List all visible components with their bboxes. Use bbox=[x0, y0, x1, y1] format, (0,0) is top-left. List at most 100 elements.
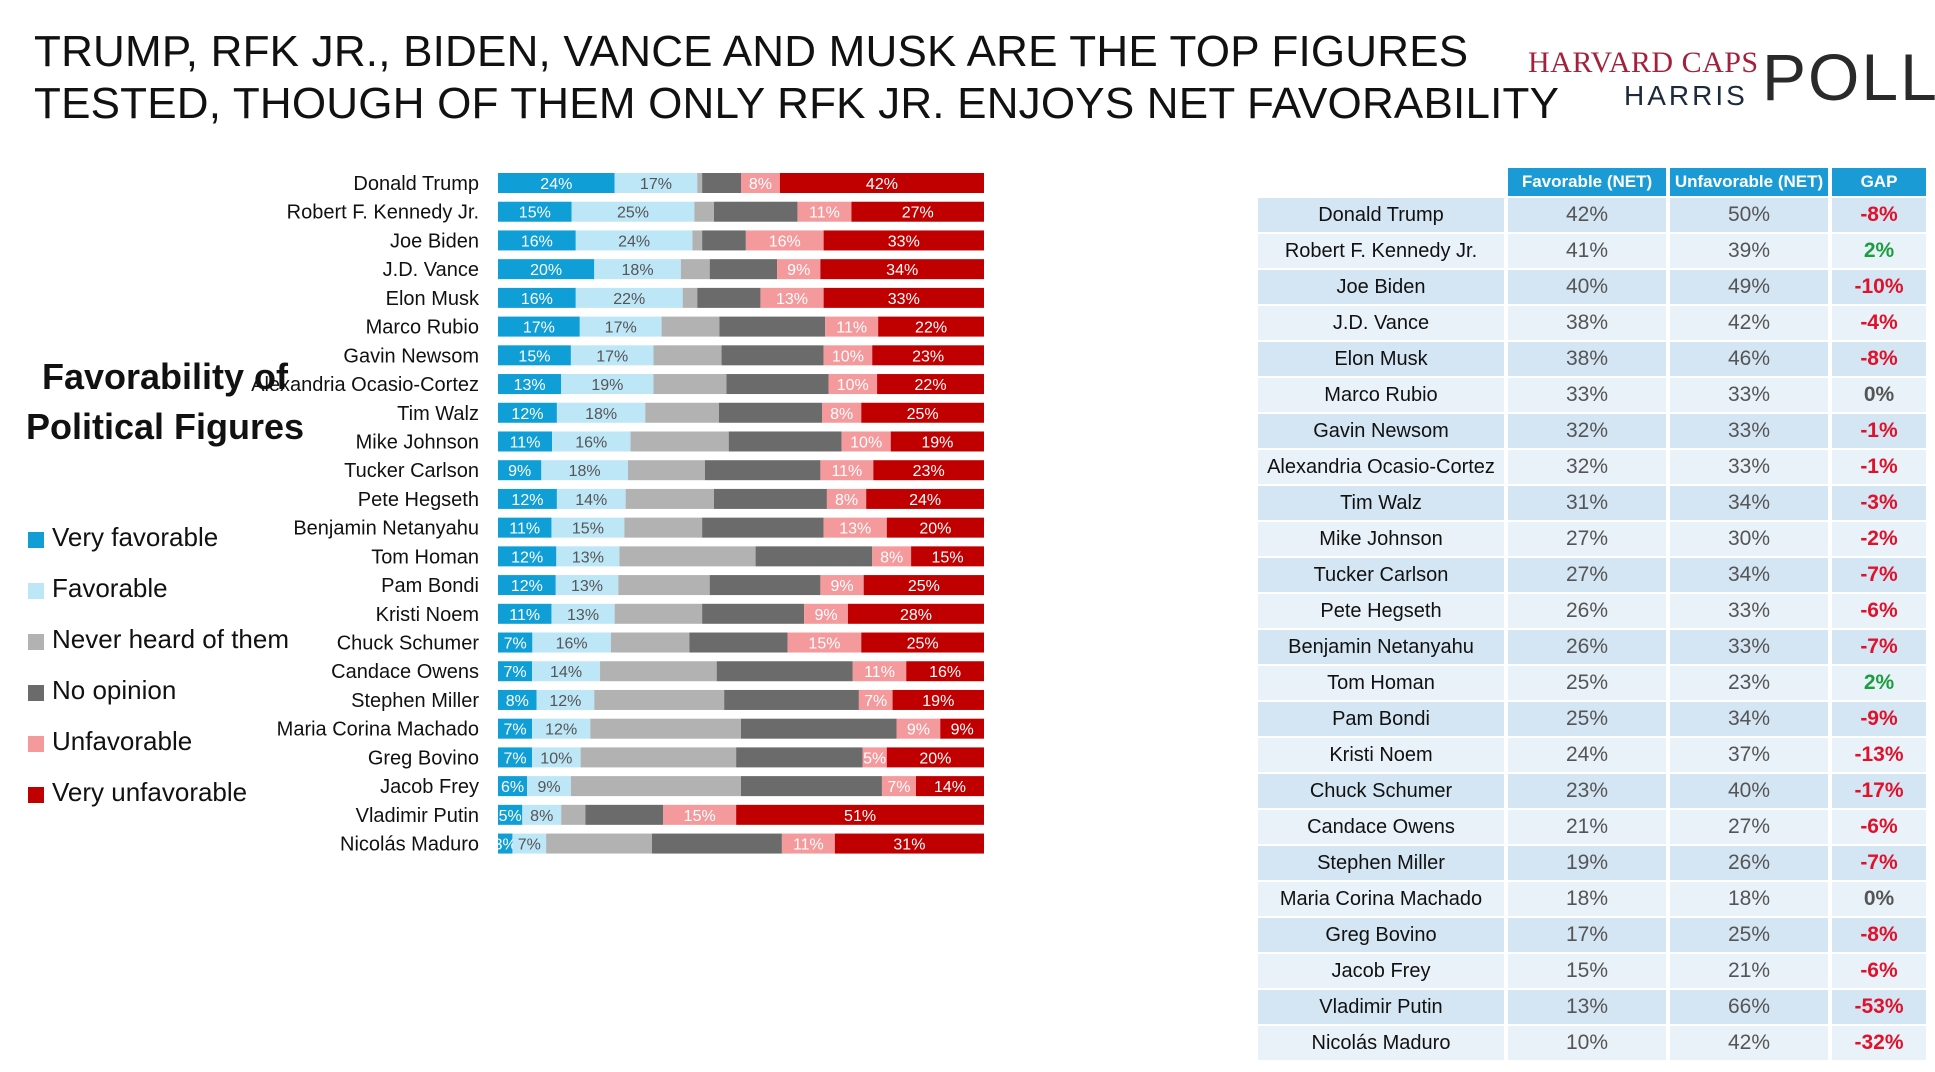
row-favorable-net: 27% bbox=[1508, 558, 1666, 592]
bar-segment-very-unfavorable bbox=[823, 230, 984, 251]
row-gap: 0% bbox=[1832, 882, 1926, 916]
row-favorable-net: 32% bbox=[1508, 414, 1666, 448]
row-unfavorable-net: 46% bbox=[1670, 342, 1828, 376]
row-name: J.D. Vance bbox=[1258, 306, 1504, 340]
data-label: 14% bbox=[575, 492, 607, 509]
row-favorable-net: 19% bbox=[1508, 846, 1666, 880]
row-favorable-net: 40% bbox=[1508, 270, 1666, 304]
legend-label-favorable: Favorable bbox=[52, 573, 168, 603]
bar-segment-very-favorable bbox=[498, 833, 513, 854]
data-label: 9% bbox=[907, 722, 930, 739]
row-gap: -9% bbox=[1832, 702, 1926, 736]
data-label: 13% bbox=[839, 521, 871, 538]
bar-segment-very-favorable bbox=[498, 402, 557, 423]
row-favorable-net: 38% bbox=[1508, 342, 1666, 376]
logo-poll: POLL bbox=[1762, 40, 1935, 114]
category-label: Alexandria Ocasio-Cortez bbox=[251, 374, 479, 396]
harvard-caps-harris-poll-logo: HARVARD CAPS HARRIS POLL bbox=[1528, 42, 1935, 112]
category-label: Gavin Newsom bbox=[343, 345, 479, 367]
bar-segment-very-favorable bbox=[498, 718, 533, 739]
bar-segment-never-heard bbox=[627, 460, 705, 481]
row-name: Chuck Schumer bbox=[1258, 774, 1504, 808]
table-row: Pam Bondi 25% 34% -9% bbox=[1258, 702, 1926, 738]
data-label: 10% bbox=[850, 434, 882, 451]
bar-segment-never-heard bbox=[625, 488, 714, 509]
legend-label-unfavorable: Unfavorable bbox=[52, 726, 193, 756]
row-name: Maria Corina Machado bbox=[1258, 882, 1504, 916]
row-gap: -6% bbox=[1832, 594, 1926, 628]
table-row: Tucker Carlson 27% 34% -7% bbox=[1258, 558, 1926, 594]
data-label: 9% bbox=[830, 578, 853, 595]
row-favorable-net: 21% bbox=[1508, 810, 1666, 844]
row-favorable-net: 15% bbox=[1508, 954, 1666, 988]
table-row: Gavin Newsom 32% 33% -1% bbox=[1258, 414, 1926, 450]
row-gap: -53% bbox=[1832, 990, 1926, 1024]
bar-segment-unfavorable bbox=[822, 402, 862, 423]
row-gap: -4% bbox=[1832, 306, 1926, 340]
category-label: Tim Walz bbox=[397, 403, 479, 425]
bar-segment-no-opinion bbox=[702, 230, 746, 251]
bar-segment-favorable bbox=[571, 201, 695, 222]
header-gap: GAP bbox=[1832, 168, 1926, 196]
data-label: 10% bbox=[837, 377, 869, 394]
bar-segment-favorable bbox=[527, 776, 571, 797]
row-gap: -1% bbox=[1832, 450, 1926, 484]
category-label: Kristi Noem bbox=[376, 604, 479, 626]
data-label: 17% bbox=[523, 320, 555, 337]
bar-segment-very-unfavorable bbox=[906, 661, 984, 682]
data-label: 22% bbox=[915, 320, 947, 337]
bar-segment-favorable bbox=[614, 173, 698, 193]
bar-segment-very-favorable bbox=[498, 460, 542, 481]
row-gap: -6% bbox=[1832, 810, 1926, 844]
data-label: 12% bbox=[511, 549, 543, 566]
bar-segment-very-favorable bbox=[498, 259, 595, 280]
data-label: 31% bbox=[893, 837, 925, 854]
bar-segment-very-unfavorable bbox=[820, 259, 984, 280]
bar-segment-very-favorable bbox=[498, 603, 552, 624]
row-unfavorable-net: 34% bbox=[1670, 702, 1828, 736]
row-favorable-net: 31% bbox=[1508, 486, 1666, 520]
header-unfavorable-net: Unfavorable (NET) bbox=[1670, 168, 1828, 196]
data-label: 7% bbox=[518, 837, 541, 854]
row-gap: -8% bbox=[1832, 918, 1926, 952]
row-favorable-net: 42% bbox=[1508, 198, 1666, 232]
data-label: 7% bbox=[503, 750, 526, 767]
data-label: 7% bbox=[503, 722, 526, 739]
slide-title-line-2: TESTED, THOUGH OF THEM ONLY RFK JR. ENJO… bbox=[34, 79, 1560, 128]
row-unfavorable-net: 21% bbox=[1670, 954, 1828, 988]
bar-segment-very-favorable bbox=[498, 689, 537, 710]
bar-segment-very-favorable bbox=[498, 804, 523, 825]
row-favorable-net: 33% bbox=[1508, 378, 1666, 412]
bar-segment-never-heard bbox=[570, 776, 741, 797]
category-label: Benjamin Netanyahu bbox=[293, 518, 479, 540]
bar-segment-very-favorable bbox=[498, 517, 552, 538]
data-label: 9% bbox=[814, 607, 837, 624]
data-label: 8% bbox=[835, 492, 858, 509]
header-favorable-net: Favorable (NET) bbox=[1508, 168, 1666, 196]
bar-segment-very-unfavorable bbox=[861, 402, 984, 423]
row-gap: 0% bbox=[1832, 378, 1926, 412]
bar-segment-no-opinion bbox=[719, 316, 826, 337]
data-label: 15% bbox=[808, 636, 840, 653]
data-label: 19% bbox=[591, 377, 623, 394]
bar-segment-never-heard bbox=[653, 345, 722, 366]
data-label: 9% bbox=[951, 722, 974, 739]
data-label: 13% bbox=[567, 607, 599, 624]
row-name: Alexandria Ocasio-Cortez bbox=[1258, 450, 1504, 484]
bar-segment-favorable bbox=[575, 230, 693, 251]
data-label: 11% bbox=[836, 320, 867, 337]
category-label: Donald Trump bbox=[353, 173, 479, 195]
category-label: Elon Musk bbox=[386, 288, 480, 310]
bar-segment-favorable bbox=[556, 546, 620, 567]
data-label: 33% bbox=[888, 233, 920, 250]
bar-segment-favorable bbox=[555, 575, 619, 596]
data-label: 17% bbox=[640, 176, 672, 193]
bar-segment-never-heard bbox=[680, 259, 710, 280]
legend-swatch-unfavorable bbox=[28, 736, 44, 752]
bar-segment-very-unfavorable bbox=[892, 689, 984, 710]
row-gap: -7% bbox=[1832, 630, 1926, 664]
legend-label-very-favorable: Very favorable bbox=[52, 522, 219, 552]
data-label: 3% bbox=[494, 837, 517, 854]
data-label: 22% bbox=[915, 377, 947, 394]
row-name: Vladimir Putin bbox=[1258, 990, 1504, 1024]
